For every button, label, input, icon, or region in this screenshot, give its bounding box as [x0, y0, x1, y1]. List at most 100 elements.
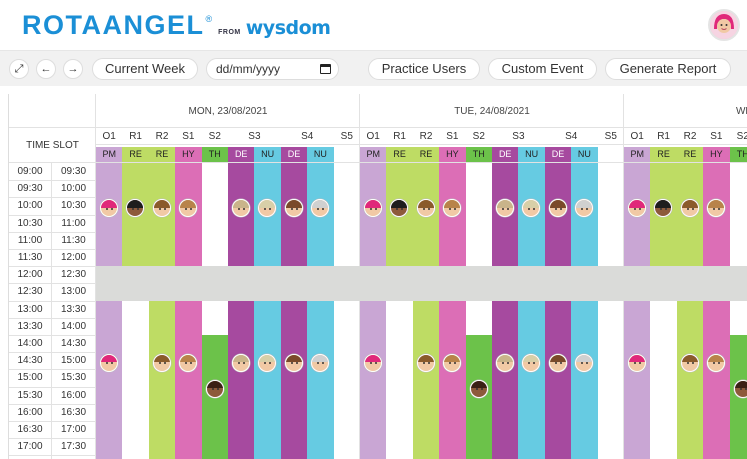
shift-bar-afternoon[interactable] — [676, 300, 704, 459]
staff-avatar[interactable] — [284, 199, 303, 218]
slot-end-time: 14:00 — [60, 320, 87, 332]
staff-avatar[interactable] — [152, 199, 171, 218]
slot-end-time: 12:30 — [60, 269, 87, 281]
staff-avatar[interactable] — [364, 354, 382, 373]
room-label: S2 — [736, 131, 747, 142]
role-chip: PM — [624, 147, 651, 162]
shift-bar-afternoon[interactable] — [703, 300, 730, 459]
shift-bar-afternoon[interactable] — [544, 300, 572, 459]
role-chip: NU — [254, 147, 281, 162]
room-label: S3 — [512, 131, 525, 142]
staff-avatar[interactable] — [522, 354, 541, 373]
shift-bar-afternoon[interactable] — [492, 300, 519, 459]
staff-avatar[interactable] — [232, 354, 250, 373]
practice-users-button[interactable]: Practice Users — [368, 58, 480, 80]
staff-avatar[interactable] — [311, 199, 330, 218]
staff-avatar[interactable] — [100, 199, 118, 218]
shift-bar-afternoon[interactable] — [254, 300, 281, 459]
shift-bar-afternoon[interactable] — [439, 300, 466, 459]
role-chip: HY — [703, 147, 730, 162]
slot-row-line — [9, 283, 95, 285]
shift-bar-afternoon[interactable] — [148, 300, 176, 459]
shift-bar-afternoon[interactable] — [280, 300, 308, 459]
slot-end-time: 16:30 — [60, 406, 87, 418]
staff-avatar[interactable] — [575, 199, 594, 218]
shift-bar-afternoon[interactable] — [518, 300, 545, 459]
staff-avatar[interactable] — [258, 199, 277, 218]
shift-bar-afternoon[interactable] — [360, 300, 387, 459]
shift-bar-afternoon[interactable] — [624, 300, 651, 459]
logo-main-text: ROTAANGEL — [22, 10, 205, 40]
slot-end-time: 13:00 — [60, 286, 87, 298]
staff-avatar[interactable] — [205, 380, 224, 398]
staff-avatar[interactable] — [179, 199, 198, 218]
time-column-divider — [95, 94, 96, 459]
staff-avatar[interactable] — [496, 354, 514, 373]
slot-row-line — [9, 214, 95, 216]
custom-event-button[interactable]: Custom Event — [488, 58, 597, 80]
slot-end-time: 16:00 — [60, 389, 87, 401]
staff-avatar[interactable] — [654, 199, 673, 218]
role-chip: TH — [465, 147, 492, 162]
slot-row-line — [9, 249, 95, 250]
shift-bar-afternoon[interactable] — [571, 300, 598, 459]
staff-avatar[interactable] — [575, 354, 594, 373]
arrow-left-icon[interactable]: ← — [36, 59, 56, 79]
staff-avatar[interactable] — [258, 354, 277, 373]
staff-avatar[interactable] — [179, 354, 198, 373]
staff-avatar[interactable] — [522, 199, 541, 218]
staff-avatar[interactable] — [152, 354, 171, 373]
staff-avatar[interactable] — [680, 354, 699, 373]
role-chip: DE — [492, 147, 519, 162]
room-label: S1 — [182, 131, 195, 142]
staff-avatar[interactable] — [496, 199, 514, 218]
room-label: R2 — [683, 131, 697, 142]
slot-start-time: 12:30 — [17, 286, 43, 298]
rotaangel-logo[interactable]: ROTAANGEL ® FROM wysdom — [22, 10, 331, 41]
day-header: WED, 25 — [735, 106, 747, 117]
current-week-button[interactable]: Current Week — [92, 58, 198, 80]
generate-report-button[interactable]: Generate Report — [605, 58, 731, 80]
shift-bar-afternoon[interactable] — [412, 300, 440, 459]
staff-avatar[interactable] — [284, 354, 303, 373]
staff-avatar[interactable] — [232, 199, 250, 218]
slot-end-time: 17:30 — [60, 441, 87, 453]
staff-avatar[interactable] — [416, 199, 435, 218]
staff-avatar[interactable] — [311, 354, 330, 373]
shift-bar-afternoon[interactable] — [228, 300, 255, 459]
staff-avatar[interactable] — [364, 199, 382, 218]
role-chip: HY — [175, 147, 202, 162]
arrow-right-icon[interactable]: → — [63, 59, 83, 79]
staff-avatar[interactable] — [469, 380, 488, 398]
staff-avatar[interactable] — [733, 380, 747, 398]
user-avatar[interactable] — [708, 9, 740, 41]
date-picker-input[interactable]: dd/mm/yyyy — [206, 58, 339, 80]
shift-bar-afternoon[interactable] — [175, 300, 202, 459]
staff-avatar[interactable] — [707, 199, 726, 218]
room-label: S5 — [604, 131, 617, 142]
shift-bar-afternoon[interactable] — [307, 300, 334, 459]
shift-bar-afternoon[interactable] — [96, 300, 123, 459]
staff-avatar[interactable] — [680, 199, 699, 218]
slot-start-time: 11:00 — [17, 234, 43, 246]
room-label: S1 — [446, 131, 459, 142]
staff-avatar[interactable] — [443, 199, 462, 218]
slot-row-line — [9, 231, 95, 233]
staff-avatar[interactable] — [390, 199, 409, 218]
role-chip: RE — [650, 147, 677, 162]
slot-start-time: 09:30 — [17, 183, 43, 195]
logo-from-text: FROM — [218, 29, 241, 36]
expand-icon[interactable]: ⤢ — [9, 59, 29, 79]
staff-avatar[interactable] — [443, 354, 462, 373]
staff-avatar[interactable] — [126, 199, 145, 218]
calendar-icon[interactable] — [320, 64, 331, 74]
slot-end-time: 10:30 — [60, 200, 87, 212]
staff-avatar[interactable] — [628, 199, 646, 218]
staff-avatar[interactable] — [548, 199, 567, 218]
staff-avatar[interactable] — [628, 354, 646, 373]
staff-avatar[interactable] — [548, 354, 567, 373]
staff-avatar[interactable] — [416, 354, 435, 373]
staff-avatar[interactable] — [100, 354, 118, 373]
slot-start-time: 12:00 — [17, 269, 43, 281]
staff-avatar[interactable] — [707, 354, 726, 373]
